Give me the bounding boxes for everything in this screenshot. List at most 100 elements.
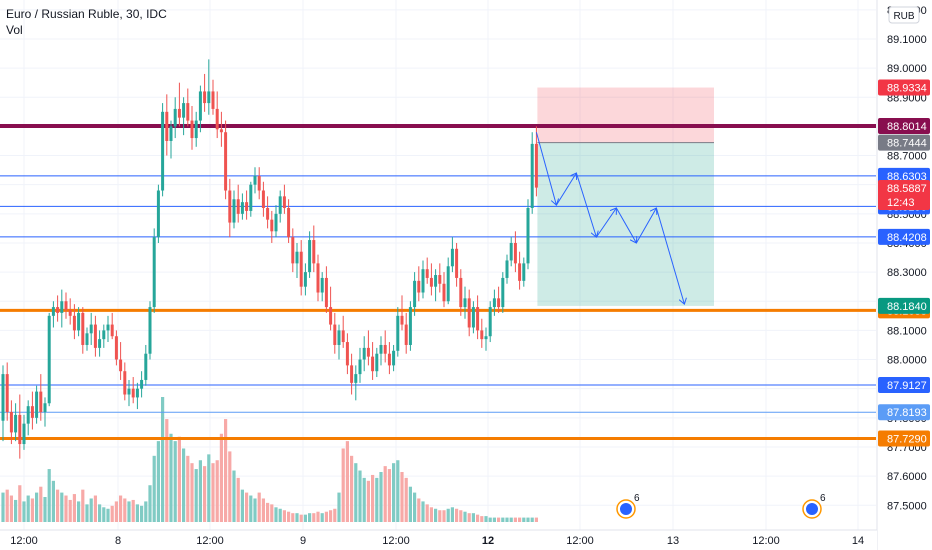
volume-bar — [215, 460, 219, 522]
candle-body — [366, 347, 370, 357]
candle-body — [165, 111, 169, 141]
candle-body — [39, 391, 43, 412]
candle — [98, 330, 102, 357]
candle — [358, 347, 362, 383]
candle — [211, 79, 215, 115]
volume-bar — [18, 485, 22, 522]
candle-body — [492, 298, 496, 308]
candle — [337, 324, 341, 360]
candle — [450, 237, 454, 273]
volume-bar — [5, 489, 9, 522]
candle — [455, 242, 459, 287]
candle-body — [35, 391, 39, 418]
volume-bar — [98, 504, 102, 522]
time-axis-labels: 12:00 8 12:00 9 12:00 12 12:00 13 12:00 14 — [10, 535, 864, 547]
candle — [497, 286, 501, 313]
candle — [467, 289, 471, 337]
candle-body — [114, 336, 118, 360]
volume-bar — [316, 511, 320, 522]
volume-bar — [434, 508, 438, 522]
candle — [93, 315, 97, 357]
candle — [22, 414, 26, 450]
volume-bar — [106, 508, 110, 522]
candle-body — [89, 324, 93, 334]
candle-body — [51, 307, 55, 316]
candle-body — [497, 298, 501, 308]
candle — [320, 272, 324, 302]
volume-bar — [408, 486, 412, 522]
volume-bar — [198, 460, 202, 522]
candle — [379, 336, 383, 366]
candle-body — [463, 298, 467, 308]
candle-body — [316, 263, 320, 293]
candle — [14, 403, 18, 442]
volume-bar — [526, 517, 530, 522]
candle-body — [60, 301, 64, 313]
candle-body — [131, 388, 135, 398]
price-badge: 88.4208 — [878, 228, 930, 245]
candle-body — [379, 344, 383, 354]
candle-body — [182, 103, 186, 118]
event-count-label: 6 — [820, 493, 826, 504]
volume-bar — [56, 489, 60, 522]
candle — [446, 257, 450, 305]
volume-bar — [375, 477, 379, 522]
volume-bar — [77, 501, 81, 522]
candle-body — [127, 388, 131, 395]
projection-arrow — [635, 208, 656, 244]
volume-bar — [194, 469, 198, 522]
candle — [18, 394, 22, 459]
candle — [530, 132, 534, 214]
candle — [68, 298, 72, 325]
volume-bar — [480, 516, 484, 522]
candle-body — [383, 344, 387, 354]
volume-bar — [219, 433, 223, 522]
candle-body — [446, 266, 450, 302]
volume-bar — [22, 501, 26, 522]
volume-bar — [513, 517, 517, 522]
candle-body — [421, 269, 425, 293]
candle-body — [169, 126, 173, 141]
volume-bar — [182, 448, 186, 522]
volume-bar — [337, 492, 341, 522]
candle-body — [274, 213, 278, 232]
candle-body — [354, 374, 358, 383]
price-badge-box — [878, 179, 930, 210]
volume-bar — [169, 433, 173, 522]
candle — [39, 374, 43, 421]
candle — [30, 391, 34, 430]
volume-bar — [203, 466, 207, 522]
volume-bar — [362, 477, 366, 522]
candle-body — [152, 237, 156, 308]
candle-body — [249, 184, 253, 211]
price-tick-label: 89.0000 — [887, 63, 927, 75]
price-badge-box — [878, 376, 930, 393]
volume-bar — [89, 498, 93, 522]
volume-bar — [488, 517, 492, 522]
candle — [408, 301, 412, 351]
candle — [476, 295, 480, 340]
price-tick-label: 88.3000 — [887, 267, 927, 279]
candle-body — [232, 199, 236, 223]
candle — [148, 301, 152, 360]
candle-body — [287, 208, 291, 238]
candle-body — [102, 330, 106, 340]
candle-body — [434, 275, 438, 287]
candle-body — [98, 339, 102, 348]
volume-bar — [450, 507, 454, 522]
candle-body — [417, 280, 421, 293]
grid-lines — [0, 0, 876, 530]
candle-body — [501, 277, 505, 308]
candle-body — [211, 91, 215, 109]
candle — [81, 307, 85, 354]
event-icon: 6 — [802, 493, 826, 519]
volume-series — [1, 397, 538, 522]
price-badge: 88.9334 — [878, 79, 930, 96]
candle-body — [291, 237, 295, 264]
candle-body — [270, 219, 274, 232]
price-badge-label: 87.7290 — [887, 434, 927, 446]
projection-arrow — [575, 172, 596, 237]
candle — [35, 385, 39, 424]
time-tick-label: 9 — [300, 535, 306, 547]
